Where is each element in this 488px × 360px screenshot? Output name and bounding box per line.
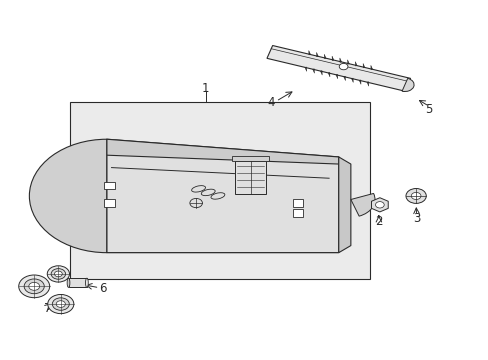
Wedge shape bbox=[401, 78, 413, 91]
Bar bbox=[292, 199, 302, 207]
Bar bbox=[234, 161, 265, 194]
Bar bbox=[292, 210, 302, 217]
Polygon shape bbox=[338, 157, 350, 253]
Polygon shape bbox=[335, 75, 337, 79]
Polygon shape bbox=[106, 139, 338, 164]
Circle shape bbox=[339, 63, 347, 70]
Polygon shape bbox=[106, 139, 338, 253]
Polygon shape bbox=[324, 54, 325, 59]
Polygon shape bbox=[327, 72, 329, 77]
Polygon shape bbox=[351, 78, 352, 82]
Circle shape bbox=[29, 282, 40, 290]
Circle shape bbox=[19, 275, 50, 298]
Circle shape bbox=[56, 301, 65, 307]
Bar bbox=[232, 156, 268, 161]
Polygon shape bbox=[308, 50, 310, 55]
Polygon shape bbox=[339, 58, 341, 62]
Polygon shape bbox=[359, 80, 360, 84]
Circle shape bbox=[51, 269, 65, 279]
Text: 3: 3 bbox=[412, 212, 420, 225]
Text: 5: 5 bbox=[425, 103, 432, 116]
Ellipse shape bbox=[191, 186, 205, 192]
Circle shape bbox=[24, 279, 44, 294]
Ellipse shape bbox=[201, 189, 215, 195]
Polygon shape bbox=[312, 69, 314, 73]
Polygon shape bbox=[343, 76, 345, 81]
Polygon shape bbox=[370, 65, 372, 70]
Bar bbox=[70, 102, 369, 279]
Circle shape bbox=[189, 198, 202, 208]
Text: 6: 6 bbox=[100, 282, 107, 295]
Wedge shape bbox=[350, 193, 374, 216]
Circle shape bbox=[410, 192, 420, 199]
Polygon shape bbox=[355, 62, 356, 66]
Text: 2: 2 bbox=[374, 215, 382, 228]
Polygon shape bbox=[366, 82, 368, 86]
Polygon shape bbox=[266, 45, 410, 91]
Bar bbox=[68, 278, 87, 287]
Text: 7: 7 bbox=[43, 302, 51, 315]
Ellipse shape bbox=[67, 278, 70, 287]
Circle shape bbox=[54, 271, 62, 277]
Polygon shape bbox=[320, 71, 322, 75]
Polygon shape bbox=[305, 67, 306, 71]
Circle shape bbox=[47, 266, 69, 282]
Ellipse shape bbox=[85, 278, 88, 287]
Circle shape bbox=[48, 294, 74, 314]
Ellipse shape bbox=[210, 193, 224, 199]
Circle shape bbox=[405, 189, 426, 203]
Text: 1: 1 bbox=[202, 82, 209, 95]
Circle shape bbox=[52, 298, 69, 310]
Polygon shape bbox=[331, 56, 333, 60]
Bar bbox=[104, 199, 115, 207]
Polygon shape bbox=[316, 52, 318, 57]
Polygon shape bbox=[347, 60, 348, 64]
Wedge shape bbox=[29, 139, 106, 253]
Text: 4: 4 bbox=[267, 96, 274, 109]
Polygon shape bbox=[363, 63, 364, 68]
Circle shape bbox=[375, 202, 384, 208]
Bar bbox=[104, 182, 115, 189]
